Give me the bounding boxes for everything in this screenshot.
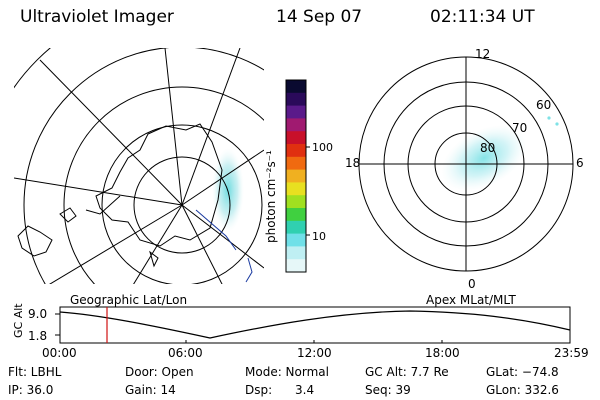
colorbar-band [286,156,306,171]
colorbar-band [286,233,306,247]
mlt-label-12: 12 [475,47,491,61]
geo-panel-label: Geographic Lat/Lon [70,293,188,307]
timeline-ytick-1-8: 1.8 [28,329,48,343]
timeline-xtick-0600: 06:00 [168,346,203,360]
altitude-curve [59,310,571,339]
status-glat: GLat: −74.8 [486,365,559,379]
status-door: Door: Open [125,365,194,379]
colorbar-band [286,144,306,158]
timeline-xtick-1800: 18:00 [425,346,460,360]
colorbar-band [286,208,306,222]
colorbar-tick-100: 100 [312,141,333,154]
timeline-xtick-1200: 12:00 [297,346,332,360]
status-ip: IP: 36.0 [8,383,54,397]
colorbar-tick-10: 10 [312,230,326,243]
date-label: 14 Sep 07 [276,7,363,27]
colorbar-band [286,131,306,145]
mlt-label-0: 0 [468,277,476,291]
mlat-label-80: 80 [480,141,496,155]
colorbar-frame [285,79,307,273]
colorbar-band [286,246,306,260]
colorbar-band [286,182,306,196]
mlt-label-6: 6 [576,156,584,170]
colorbar-band [286,92,306,107]
status-gc-alt: GC Alt: 7.7 Re [365,365,449,379]
timeline-xtick-2359: 23:59 [554,346,589,360]
colorbar-band [286,105,306,119]
mag-panel-label: Apex MLat/MLT [426,293,516,307]
timeline-ytick-9: 9.0 [28,307,48,321]
colorbar-band [286,195,306,209]
status-dsp: Dsp: 3.4 [245,383,315,397]
colorbar-band [286,220,306,235]
status-seq: Seq: 39 [365,383,411,397]
status-gain: Gain: 14 [125,383,176,397]
colorbar-band [286,259,306,273]
timeline-axis-label: GC Alt [12,303,25,338]
time-label: 02:11:34 UT [430,7,535,27]
colorbar-band [286,118,306,132]
status-mode: Mode: Normal [245,365,329,379]
timeline-xtick-0000: 00:00 [42,346,77,360]
colorbar-band [286,80,306,94]
colorbar-band [286,169,306,183]
aurora-mag [441,125,527,191]
status-glon: GLon: 332.6 [486,383,559,397]
mlt-label-18: 18 [345,156,361,170]
instrument-title: Ultraviolet Imager [20,7,174,27]
status-filter: Flt: LBHL [8,365,62,379]
mlat-label-60: 60 [536,98,552,112]
mlat-label-70: 70 [512,121,528,135]
